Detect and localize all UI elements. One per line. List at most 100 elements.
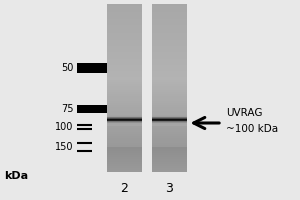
Bar	[107, 104, 142, 107]
Text: UVRAG: UVRAG	[226, 108, 263, 118]
Bar	[107, 109, 142, 111]
Bar	[107, 153, 142, 155]
Bar	[152, 119, 187, 122]
Bar	[152, 41, 187, 44]
Bar	[107, 124, 142, 125]
Bar	[152, 16, 187, 19]
Bar	[107, 115, 142, 116]
Bar	[107, 144, 142, 147]
Bar	[152, 44, 187, 46]
Bar	[107, 124, 142, 125]
Bar	[107, 122, 142, 123]
Bar	[152, 35, 187, 38]
Bar	[107, 60, 142, 63]
Bar	[152, 83, 187, 86]
Bar	[152, 130, 187, 132]
Bar	[107, 125, 142, 128]
Bar	[107, 62, 142, 65]
Bar	[107, 56, 142, 59]
Bar	[152, 134, 187, 136]
Bar	[152, 56, 187, 59]
Bar	[152, 64, 187, 67]
Bar	[152, 159, 187, 162]
Bar	[107, 140, 142, 143]
Bar	[152, 120, 187, 121]
Bar	[152, 71, 187, 73]
Bar	[107, 113, 142, 115]
Bar	[107, 111, 142, 113]
Bar	[107, 39, 142, 42]
Bar	[152, 29, 187, 31]
Bar	[107, 75, 142, 77]
Bar	[107, 100, 142, 103]
Bar	[107, 27, 142, 29]
Bar	[152, 67, 187, 69]
Bar	[152, 27, 187, 29]
Bar	[107, 138, 142, 140]
Bar	[152, 62, 187, 65]
Bar	[152, 115, 187, 116]
Bar	[107, 94, 142, 96]
Bar	[107, 29, 142, 31]
Bar	[152, 157, 187, 159]
Bar	[152, 102, 187, 105]
Bar	[107, 79, 142, 82]
Bar	[152, 169, 187, 172]
Bar	[152, 163, 187, 166]
Bar	[107, 35, 142, 38]
Bar	[107, 64, 142, 67]
Bar	[107, 46, 142, 48]
Bar	[107, 106, 142, 109]
Text: kDa: kDa	[4, 171, 28, 181]
Bar	[107, 14, 142, 17]
Bar	[152, 104, 187, 107]
Bar	[107, 118, 142, 119]
Bar	[107, 132, 142, 134]
Bar	[107, 119, 142, 122]
Bar	[152, 33, 187, 36]
Bar	[152, 153, 187, 155]
Bar	[152, 100, 187, 103]
Bar	[107, 117, 142, 119]
Bar	[107, 148, 142, 151]
Bar	[107, 81, 142, 84]
Bar	[152, 77, 187, 80]
Bar	[152, 118, 187, 119]
Bar	[107, 83, 142, 86]
Bar	[152, 20, 187, 23]
Bar	[107, 115, 142, 117]
Bar	[107, 165, 142, 168]
Bar	[107, 134, 142, 136]
Bar	[107, 169, 142, 172]
Bar	[152, 48, 187, 50]
Bar	[152, 161, 187, 164]
Bar	[152, 155, 187, 157]
Bar	[107, 4, 142, 6]
Bar	[107, 159, 142, 162]
Bar	[107, 50, 142, 52]
Bar	[107, 22, 142, 25]
Bar	[152, 58, 187, 61]
Bar	[152, 90, 187, 92]
Bar	[152, 123, 187, 126]
Bar	[152, 81, 187, 84]
Bar	[107, 20, 142, 23]
Bar	[152, 14, 187, 17]
Bar	[107, 163, 142, 166]
Bar	[152, 123, 187, 124]
Bar	[152, 119, 187, 120]
Bar	[107, 92, 142, 94]
Bar	[107, 119, 142, 120]
Bar	[152, 31, 187, 33]
Bar	[152, 69, 187, 71]
Bar	[107, 121, 142, 124]
Bar	[107, 25, 142, 27]
Bar	[152, 52, 187, 54]
Bar	[152, 96, 187, 98]
Bar	[107, 157, 142, 159]
Bar	[107, 122, 142, 123]
Bar	[107, 37, 142, 40]
Bar	[107, 146, 142, 149]
Bar	[107, 10, 142, 12]
Bar	[107, 31, 142, 33]
